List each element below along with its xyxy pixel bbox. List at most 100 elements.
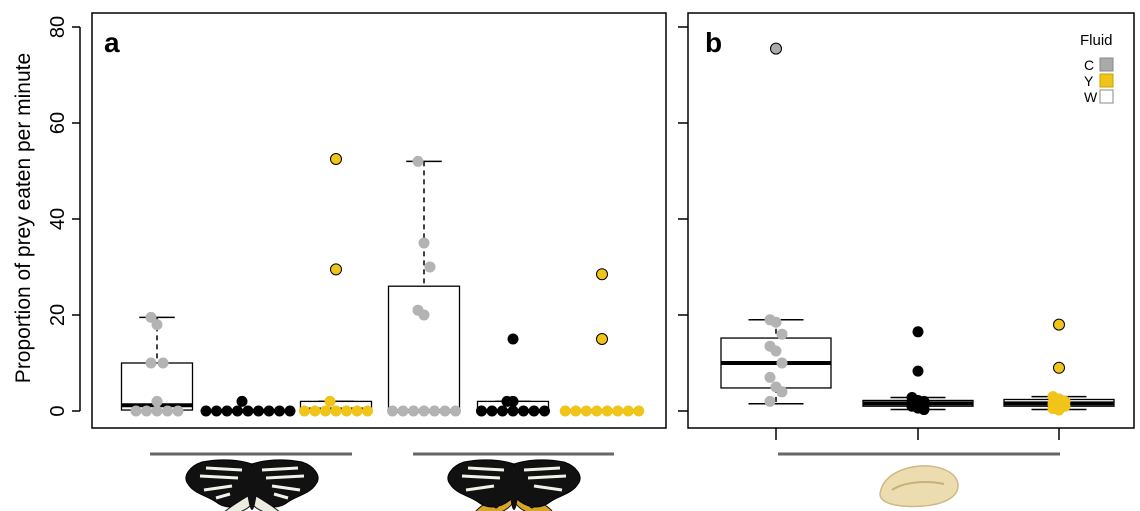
panel-a-plot <box>120 153 645 417</box>
data-point <box>776 357 788 369</box>
legend-label-c: C <box>1084 57 1094 73</box>
panel-b-y-ticks <box>678 26 688 412</box>
data-point <box>580 405 592 417</box>
data-point <box>418 309 430 321</box>
y-tick-label: 40 <box>47 208 69 230</box>
data-point <box>418 237 430 249</box>
data-point <box>330 405 342 417</box>
outlier-point <box>330 263 342 276</box>
data-point <box>221 405 233 417</box>
data-point <box>284 405 296 417</box>
data-point <box>351 405 363 417</box>
data-point <box>450 405 461 417</box>
data-point <box>507 405 519 417</box>
data-point <box>397 405 409 417</box>
data-point <box>200 405 212 417</box>
data-point <box>145 357 157 369</box>
data-point <box>299 405 310 417</box>
y-tick-label: 0 <box>47 405 69 416</box>
data-point <box>341 405 352 417</box>
data-point <box>612 405 624 417</box>
outlier-point <box>1053 318 1065 331</box>
panel-a-label: a <box>104 27 120 58</box>
outlier-point <box>912 326 924 338</box>
y-tick-label: 80 <box>47 16 69 38</box>
data-point <box>309 405 321 417</box>
data-point <box>591 405 603 417</box>
data-point <box>559 405 571 417</box>
box <box>387 285 461 412</box>
data-point <box>770 316 782 328</box>
data-point <box>770 345 782 357</box>
data-point <box>263 405 275 417</box>
data-point <box>622 405 634 417</box>
legend-swatch-c <box>1099 57 1114 72</box>
data-point <box>274 405 285 417</box>
outlier-point <box>596 333 608 345</box>
data-point <box>242 405 254 417</box>
data-point <box>320 405 331 417</box>
data-point <box>151 405 163 417</box>
data-point <box>162 405 173 417</box>
outlier-point <box>330 153 342 165</box>
data-point <box>157 357 169 369</box>
outlier-point <box>770 42 782 55</box>
data-point <box>1053 404 1065 416</box>
data-point <box>486 405 498 417</box>
data-point <box>408 405 419 417</box>
data-point <box>633 405 645 417</box>
data-point <box>387 405 398 417</box>
panel-b-frame <box>687 12 1135 429</box>
data-point <box>151 319 163 331</box>
data-point <box>601 405 613 417</box>
data-point <box>236 395 248 407</box>
panel-b-label: b <box>705 27 722 58</box>
data-point <box>172 405 184 417</box>
data-point <box>151 395 163 407</box>
legend-label-w: W <box>1084 89 1098 105</box>
white-hindwing-moth-icon <box>185 459 319 511</box>
data-point <box>130 405 142 417</box>
panel-a-frame <box>91 12 667 429</box>
cracker-prey-icon <box>879 465 959 508</box>
data-point <box>570 405 582 417</box>
y-tick-label: 60 <box>47 112 69 134</box>
data-point <box>764 371 776 383</box>
data-point <box>528 405 540 417</box>
y-axis-label: Proportion of prey eaten per minute <box>12 53 35 383</box>
data-point <box>439 405 451 417</box>
data-point <box>145 311 157 323</box>
data-point <box>418 405 430 417</box>
y-axis: 0 20 40 60 80 <box>47 16 81 417</box>
outlier-point <box>596 268 608 281</box>
data-point <box>764 395 776 407</box>
legend-swatch-w <box>1099 89 1114 104</box>
data-point <box>539 405 550 417</box>
outlier-point <box>507 333 519 345</box>
data-point <box>362 405 373 417</box>
legend-label-y: Y <box>1084 73 1094 89</box>
y-tick-label: 20 <box>47 304 69 326</box>
data-point <box>497 405 508 417</box>
data-point <box>324 395 336 407</box>
legend-title: Fluid <box>1080 32 1113 49</box>
data-point <box>211 405 222 417</box>
data-point <box>429 405 440 417</box>
panel-b-plot <box>720 42 1115 416</box>
data-point <box>253 405 264 417</box>
legend: Fluid C Y W <box>1080 32 1114 105</box>
data-point <box>476 405 487 417</box>
yellow-hindwing-moth-icon <box>447 459 581 511</box>
data-point <box>507 395 519 407</box>
outlier-point <box>1053 361 1065 374</box>
outlier-point <box>912 365 924 377</box>
legend-swatch-y <box>1099 73 1114 88</box>
data-point <box>776 328 788 340</box>
data-point <box>412 155 424 167</box>
data-point <box>232 405 243 417</box>
data-point <box>918 404 930 416</box>
data-point <box>141 405 152 417</box>
data-point <box>776 386 788 398</box>
data-point <box>518 405 529 417</box>
